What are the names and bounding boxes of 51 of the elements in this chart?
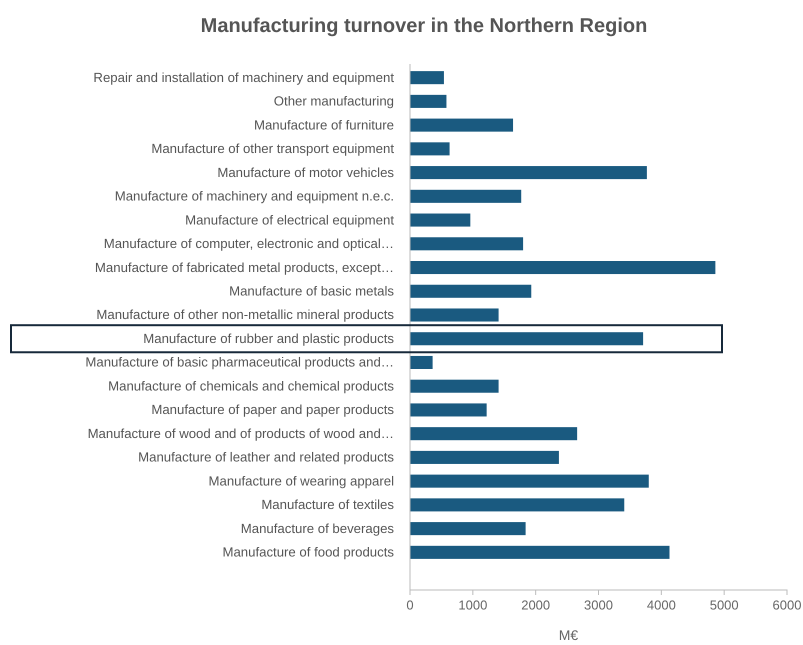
bar	[410, 261, 716, 274]
y-tick-label: Manufacture of textiles	[261, 497, 394, 512]
y-tick-label: Manufacture of chemicals and chemical products	[108, 378, 394, 394]
y-tick-label: Manufacture of machinery and equipment n.e.c.	[114, 188, 394, 204]
bar	[410, 546, 670, 559]
x-tick-label: 5000	[710, 598, 739, 613]
y-tick-label: Manufacture of other non-metallic mineral products	[96, 307, 394, 322]
bar	[410, 498, 624, 512]
y-tick-label: Manufacture of other transport equipment	[151, 141, 394, 156]
bar	[410, 284, 532, 298]
x-tick-label: 2000	[521, 598, 550, 613]
y-tick-label: Manufacture of furniture	[254, 117, 394, 132]
bar	[410, 474, 649, 488]
x-tick-label: 1000	[458, 598, 488, 613]
bar	[410, 450, 559, 464]
y-tick-label: Manufacture of wearing apparel	[208, 473, 394, 488]
chart-title: Manufacturing turnover in the Northern Region	[200, 15, 648, 37]
bar	[410, 380, 499, 393]
y-tick-label: Manufacture of basic metals	[229, 283, 394, 298]
bar	[410, 237, 524, 250]
y-tick-label: Manufacture of wood and of products of wood and…	[88, 426, 394, 441]
x-tick-label: 3000	[584, 598, 613, 613]
y-tick-label: Manufacture of computer, electronic and optical…	[104, 236, 394, 252]
y-tick-label: Manufacture of leather and related products	[138, 450, 394, 465]
bar	[410, 522, 526, 536]
x-tick-label: 4000	[646, 598, 676, 613]
bar	[410, 427, 578, 440]
x-axis-title: M€	[558, 627, 578, 643]
y-tick-label: Manufacture of beverages	[240, 520, 394, 536]
y-tick-label: Manufacture of electrical equipment	[185, 212, 394, 228]
x-tick-label: 6000	[772, 598, 802, 613]
y-tick-label: Manufacture of paper and paper products	[151, 402, 394, 418]
bar	[410, 308, 499, 322]
y-tick-label: Repair and installation of machinery and equipment	[93, 70, 394, 85]
y-tick-label: Manufacture of rubber and plastic products	[143, 330, 394, 346]
bar	[410, 356, 433, 369]
y-tick-label: Manufacture of food products	[222, 544, 394, 560]
bar	[410, 166, 647, 180]
bar	[410, 118, 514, 132]
bar	[410, 403, 487, 416]
y-tick-label: Other manufacturing	[274, 94, 394, 109]
bar	[410, 214, 470, 227]
bar	[410, 94, 446, 108]
y-tick-label: Manufacture of basic pharmaceutical products and…	[85, 354, 394, 370]
bar	[410, 142, 450, 156]
bar	[410, 332, 644, 346]
y-tick-label: Manufacture of motor vehicles	[217, 164, 394, 180]
y-tick-label: Manufacture of fabricated metal products, except…	[94, 260, 394, 275]
x-tick-label: 0	[406, 598, 414, 613]
bar	[410, 71, 444, 84]
bar	[410, 190, 522, 203]
